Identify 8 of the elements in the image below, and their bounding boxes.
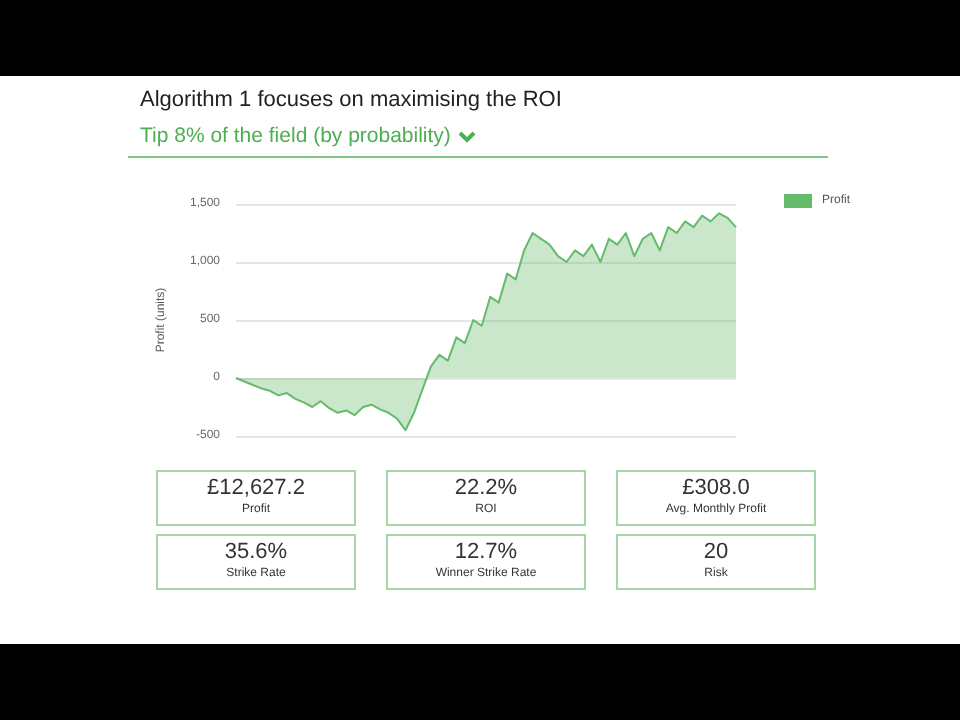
chart-subtitle: Tip 8% of the field (by probability) bbox=[140, 124, 451, 148]
text: 35.6% bbox=[222, 540, 290, 564]
text: 12.7% bbox=[452, 540, 520, 564]
text: £12,627.2 bbox=[205, 476, 307, 500]
chart-title: Algorithm 1 focuses on maximising the ROI bbox=[140, 88, 562, 112]
text: 20 bbox=[701, 540, 731, 564]
text: £308.0 bbox=[680, 476, 752, 500]
text: 22.2% bbox=[452, 476, 520, 500]
